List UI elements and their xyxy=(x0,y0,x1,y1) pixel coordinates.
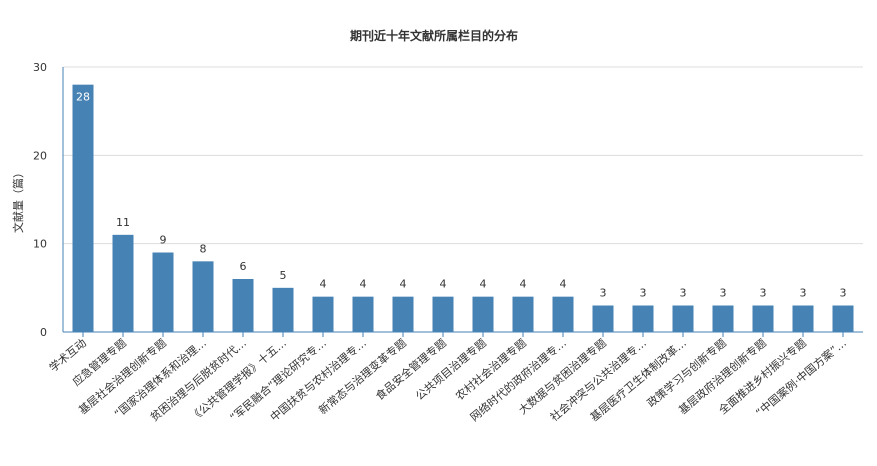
y-tick-label: 20 xyxy=(33,149,47,162)
data-label: 3 xyxy=(640,287,647,300)
data-label: 4 xyxy=(440,278,447,291)
bar xyxy=(552,296,574,332)
bar xyxy=(192,261,214,332)
data-label: 3 xyxy=(600,287,607,300)
y-tick-label: 10 xyxy=(33,238,47,251)
bar xyxy=(112,234,134,332)
y-tick-label: 30 xyxy=(33,61,47,74)
x-tick-label: 公共项目治理专题 xyxy=(413,336,489,403)
chart-title: 期刊近十年文献所属栏目的分布 xyxy=(350,28,518,43)
data-label: 4 xyxy=(520,278,527,291)
data-label: 6 xyxy=(240,260,247,273)
bar xyxy=(672,305,694,332)
x-tick-label: 食品安全管理专题 xyxy=(373,336,449,403)
bar xyxy=(272,287,294,332)
data-label: 4 xyxy=(480,278,487,291)
bar xyxy=(152,252,174,332)
data-label: 8 xyxy=(200,242,207,255)
data-label: 3 xyxy=(720,287,727,300)
bar xyxy=(712,305,734,332)
bar xyxy=(512,296,534,332)
bar xyxy=(72,84,94,333)
bar xyxy=(232,279,254,332)
data-label: 4 xyxy=(560,278,567,291)
data-label: 4 xyxy=(320,278,327,291)
data-label: 11 xyxy=(116,216,130,229)
bar xyxy=(592,305,614,332)
data-label: 4 xyxy=(360,278,367,291)
axes xyxy=(62,67,863,333)
bar xyxy=(752,305,774,332)
y-tick-label: 0 xyxy=(40,326,47,339)
bar xyxy=(432,296,454,332)
y-axis-label: 文献量（篇） xyxy=(11,167,25,233)
data-label: 4 xyxy=(400,278,407,291)
x-tick-label: 农村社会治理专题 xyxy=(453,336,529,403)
data-label: 9 xyxy=(160,234,167,247)
data-label: 5 xyxy=(280,269,287,282)
data-label: 28 xyxy=(76,91,90,104)
x-axis-ticks: 学术互动应急管理专题基层社会治理创新专题“国家治理体系和治理…贫困治理与后脱贫时… xyxy=(46,332,849,424)
data-label: 3 xyxy=(760,287,767,300)
bar xyxy=(632,305,654,332)
data-label: 3 xyxy=(680,287,687,300)
bar xyxy=(792,305,814,332)
bar xyxy=(352,296,374,332)
gridlines xyxy=(63,66,863,245)
bars: 28 11 9 8 6 5 4 4 4 4 4 4 4 3 3 3 3 3 3 3 xyxy=(72,84,854,333)
bar xyxy=(832,305,854,332)
bar xyxy=(312,296,334,332)
data-label: 3 xyxy=(800,287,807,300)
y-axis-ticks: 0 10 20 30 xyxy=(33,61,47,339)
bar xyxy=(472,296,494,332)
data-label: 3 xyxy=(840,287,847,300)
bar xyxy=(392,296,414,332)
